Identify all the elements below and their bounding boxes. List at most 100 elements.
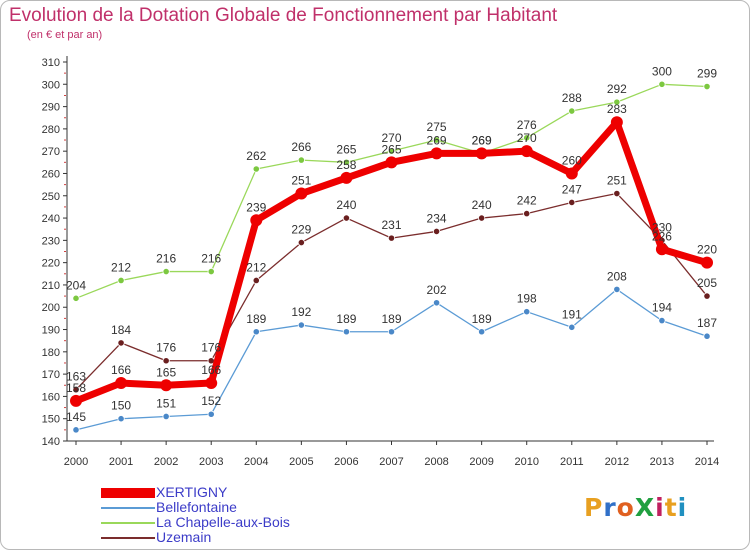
data-label-xertigny: 260: [562, 153, 582, 167]
x-tick-label: 2013: [650, 456, 674, 468]
data-label-uzemain: 234: [427, 211, 447, 225]
data-point-bellefontaine: [478, 328, 486, 336]
data-point-xertigny: [475, 147, 488, 160]
legend-swatch-uzemain: [101, 537, 155, 539]
data-point-xertigny: [385, 156, 398, 169]
data-label-la-chapelle-aux-bois: 300: [652, 64, 672, 78]
data-label-la-chapelle-aux-bois: 216: [156, 252, 176, 266]
y-tick-label: 210: [42, 280, 60, 292]
x-tick-label: 2010: [514, 456, 538, 468]
data-point-uzemain: [72, 386, 80, 394]
x-tick-label: 2006: [334, 456, 358, 468]
legend-label-uzemain: Uzemain: [156, 529, 212, 545]
data-label-xertigny: 239: [246, 200, 266, 214]
data-point-xertigny: [250, 214, 263, 227]
data-point-la-chapelle-aux-bois: [703, 82, 711, 91]
logo-letter: t: [664, 493, 678, 522]
data-point-xertigny: [295, 187, 308, 200]
data-label-la-chapelle-aux-bois: 212: [111, 260, 131, 274]
y-tick-label: 260: [42, 168, 60, 180]
data-point-la-chapelle-aux-bois: [117, 276, 125, 285]
data-label-la-chapelle-aux-bois: 266: [291, 140, 311, 154]
data-label-bellefontaine: 145: [66, 410, 86, 424]
data-point-xertigny: [655, 243, 668, 256]
chart-title: Evolution de la Dotation Globale de Fonc…: [9, 5, 558, 26]
data-label-uzemain: 184: [111, 323, 131, 337]
x-tick-label: 2009: [469, 456, 493, 468]
x-tick-label: 2011: [560, 456, 584, 468]
data-label-uzemain: 251: [607, 174, 627, 188]
data-label-xertigny: 269: [427, 133, 447, 147]
legend-swatch-xertigny: [101, 488, 155, 498]
data-point-bellefontaine: [117, 415, 125, 423]
data-label-uzemain: 240: [472, 198, 492, 212]
data-label-xertigny: 265: [381, 142, 401, 156]
series-layer: [70, 80, 713, 434]
y-tick-label: 290: [42, 102, 60, 114]
data-point-bellefontaine: [432, 299, 441, 307]
data-label-la-chapelle-aux-bois: 270: [381, 131, 401, 145]
data-label-xertigny: 158: [66, 381, 86, 395]
logo-letter: P: [584, 493, 604, 522]
data-label-xertigny: 251: [291, 174, 311, 188]
data-label-bellefontaine: 194: [652, 301, 672, 315]
data-label-uzemain: 176: [156, 341, 176, 355]
chart-subtitle: (en € et par an): [27, 29, 103, 41]
x-tick-label: 2000: [64, 456, 88, 468]
data-label-bellefontaine: 152: [201, 394, 221, 408]
data-point-la-chapelle-aux-bois: [568, 107, 576, 115]
data-point-la-chapelle-aux-bois: [387, 147, 396, 155]
data-point-uzemain: [568, 198, 576, 207]
data-label-bellefontaine: 189: [336, 312, 356, 326]
logo-letter: X: [634, 493, 656, 522]
data-point-bellefontaine: [523, 308, 531, 316]
x-tick-label: 2012: [605, 456, 629, 468]
data-point-xertigny: [610, 116, 623, 129]
data-point-la-chapelle-aux-bois: [523, 134, 531, 142]
data-label-la-chapelle-aux-bois: 276: [517, 118, 537, 132]
data-point-la-chapelle-aux-bois: [162, 267, 170, 276]
data-label-uzemain: 230: [652, 220, 672, 234]
data-label-xertigny: 283: [607, 102, 627, 116]
y-tick-label: 270: [42, 146, 60, 158]
data-label-bellefontaine: 150: [111, 399, 131, 413]
data-point-la-chapelle-aux-bois: [658, 80, 666, 88]
x-tick-label: 2004: [244, 456, 268, 468]
data-label-bellefontaine: 202: [427, 283, 447, 297]
x-tick-label: 2014: [695, 456, 719, 468]
data-point-bellefontaine: [568, 323, 576, 331]
data-point-bellefontaine: [207, 410, 215, 418]
data-point-bellefontaine: [613, 285, 621, 293]
data-label-bellefontaine: 208: [607, 269, 627, 283]
y-tick-label: 150: [42, 414, 60, 426]
data-label-xertigny: 270: [517, 131, 537, 145]
data-label-uzemain: 229: [291, 223, 311, 237]
data-label-xertigny: 220: [697, 243, 717, 257]
proxiti-logo: ProXiti: [584, 493, 687, 522]
data-label-uzemain: 205: [697, 276, 717, 290]
data-label-bellefontaine: 189: [246, 312, 266, 326]
data-point-la-chapelle-aux-bois: [432, 136, 441, 144]
x-tick-label: 2002: [154, 456, 178, 468]
data-label-uzemain: 231: [381, 218, 401, 232]
y-tick-label: 140: [42, 436, 60, 448]
legend-label-xertigny: XERTIGNY: [156, 484, 228, 500]
data-label-bellefontaine: 189: [472, 312, 492, 326]
data-label-xertigny: 166: [201, 363, 221, 377]
data-point-la-chapelle-aux-bois: [252, 165, 260, 173]
data-point-xertigny: [520, 145, 533, 158]
y-tick-label: 190: [42, 325, 60, 337]
x-tick-label: 2005: [289, 456, 313, 468]
legend-label-la-chapelle: La Chapelle-aux-Bois: [156, 514, 290, 530]
data-point-xertigny: [205, 377, 218, 390]
data-label-bellefontaine: 187: [697, 316, 717, 330]
logo-letter: i: [655, 493, 665, 522]
data-point-la-chapelle-aux-bois: [342, 158, 351, 166]
data-label-uzemain: 212: [246, 260, 266, 274]
data-point-uzemain: [613, 189, 621, 198]
data-point-bellefontaine: [387, 328, 396, 336]
data-point-uzemain: [523, 210, 531, 218]
data-point-uzemain: [703, 292, 711, 300]
chart-axes: 140 150 160 170 180 190 200 210 220 230 240 250 260 2…: [42, 56, 719, 468]
data-label-la-chapelle-aux-bois: 292: [607, 82, 627, 96]
